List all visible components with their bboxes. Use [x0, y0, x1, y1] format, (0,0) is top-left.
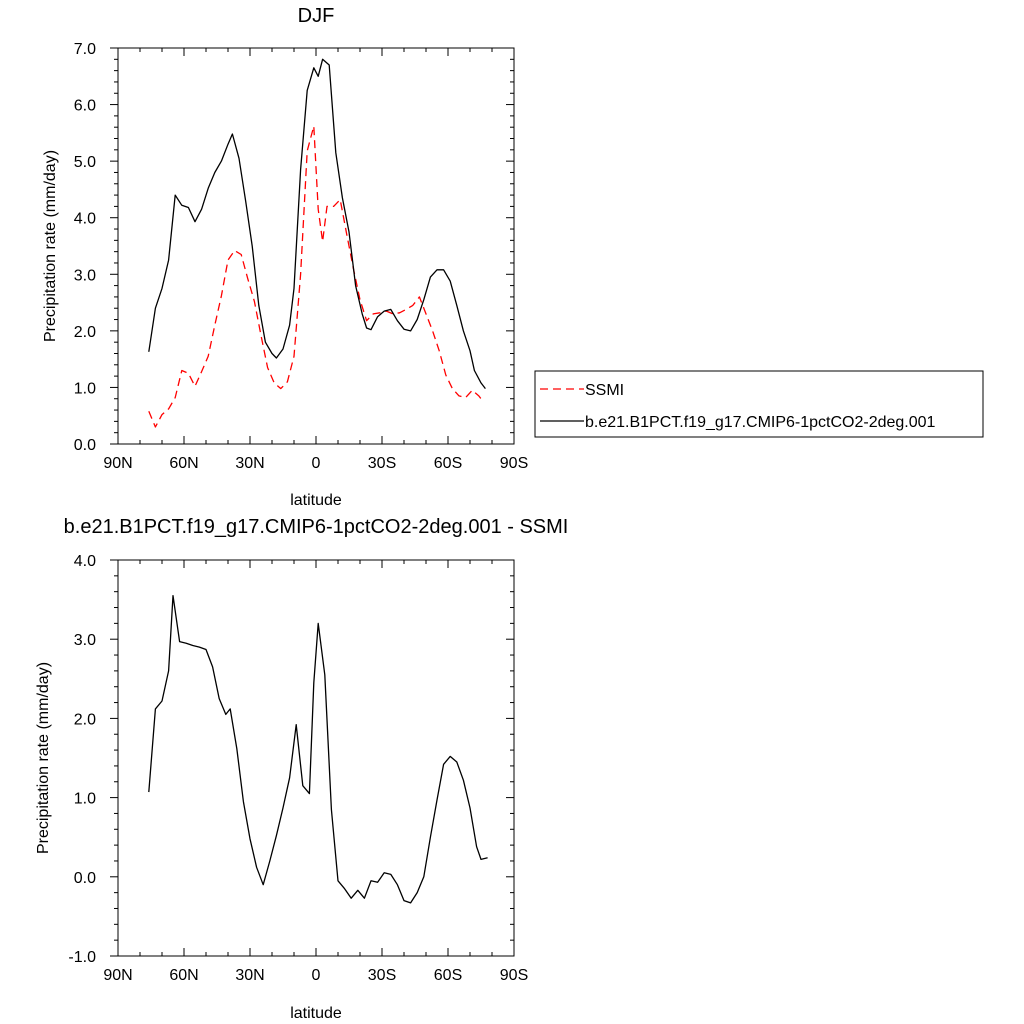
x-tick-label: 60S [434, 455, 462, 472]
top-y-ticks: 0.0 1.0 2.0 3.0 4.0 5.0 6.0 7.0 [74, 41, 514, 454]
bottom-x-axis-label: latitude [290, 1005, 342, 1022]
x-tick-label: 90N [103, 967, 132, 984]
x-tick-label: 30S [368, 967, 396, 984]
x-tick-label: 60S [434, 967, 462, 984]
ssmi-series-line [148, 125, 484, 428]
legend-label-ssmi: SSMI [585, 382, 624, 399]
bottom-chart-title: b.e21.B1PCT.f19_g17.CMIP6-1pctCO2-2deg.0… [64, 516, 569, 538]
x-tick-label: 30N [235, 967, 264, 984]
top-y-axis-label: Precipitation rate (mm/day) [42, 150, 59, 342]
y-tick-label: 7.0 [74, 41, 96, 58]
legend-box [534, 370, 984, 438]
y-tick-label: 0.0 [74, 437, 96, 454]
bottom-plot-frame [117, 559, 515, 957]
x-tick-label: 90N [103, 455, 132, 472]
y-tick-label: 5.0 [74, 154, 96, 171]
y-tick-label: 1.0 [74, 380, 96, 397]
y-tick-label: 3.0 [74, 632, 96, 649]
y-tick-label: 4.0 [74, 553, 96, 570]
y-tick-label: -1.0 [68, 949, 96, 966]
x-tick-label: 0 [312, 455, 321, 472]
x-tick-label: 60N [169, 967, 198, 984]
bottom-y-axis-label: Precipitation rate (mm/day) [35, 662, 52, 854]
top-chart-title: DJF [298, 5, 335, 27]
x-tick-label: 60N [169, 455, 198, 472]
top-plot-frame [117, 47, 515, 445]
legend-label-model: b.e21.B1PCT.f19_g17.CMIP6-1pctCO2-2deg.0… [585, 414, 936, 431]
model-series-line [148, 58, 486, 389]
y-tick-label: 2.0 [74, 324, 96, 341]
y-tick-label: 2.0 [74, 711, 96, 728]
bottom-x-ticks: 90N 60N 30N 0 30S 60S 90S [103, 560, 528, 984]
y-tick-label: 0.0 [74, 870, 96, 887]
y-tick-label: 6.0 [74, 98, 96, 115]
legend: SSMI b.e21.B1PCT.f19_g17.CMIP6-1pctCO2-2… [534, 370, 984, 438]
x-tick-label: 30S [368, 455, 396, 472]
bottom-chart-marks [148, 594, 488, 904]
y-tick-label: 4.0 [74, 211, 96, 228]
y-tick-label: 1.0 [74, 791, 96, 808]
model-series-line [148, 594, 488, 904]
bottom-y-ticks: -1.0 0.0 1.0 2.0 3.0 4.0 [68, 553, 514, 966]
bottom-chart: b.e21.B1PCT.f19_g17.CMIP6-1pctCO2-2deg.0… [35, 516, 568, 1022]
x-tick-label: 30N [235, 455, 264, 472]
x-tick-label: 90S [500, 967, 528, 984]
x-tick-label: 0 [312, 967, 321, 984]
top-chart-marks [148, 58, 486, 428]
top-x-axis-label: latitude [290, 492, 342, 509]
x-tick-label: 90S [500, 455, 528, 472]
top-x-ticks: 90N 60N 30N 0 30S 60S 90S [103, 48, 528, 472]
top-chart: DJF 90N 60N 30N 0 30S 60S 90S 0.0 1.0 2.0 3.0 4.0 5… [42, 5, 528, 509]
y-tick-label: 3.0 [74, 267, 96, 284]
